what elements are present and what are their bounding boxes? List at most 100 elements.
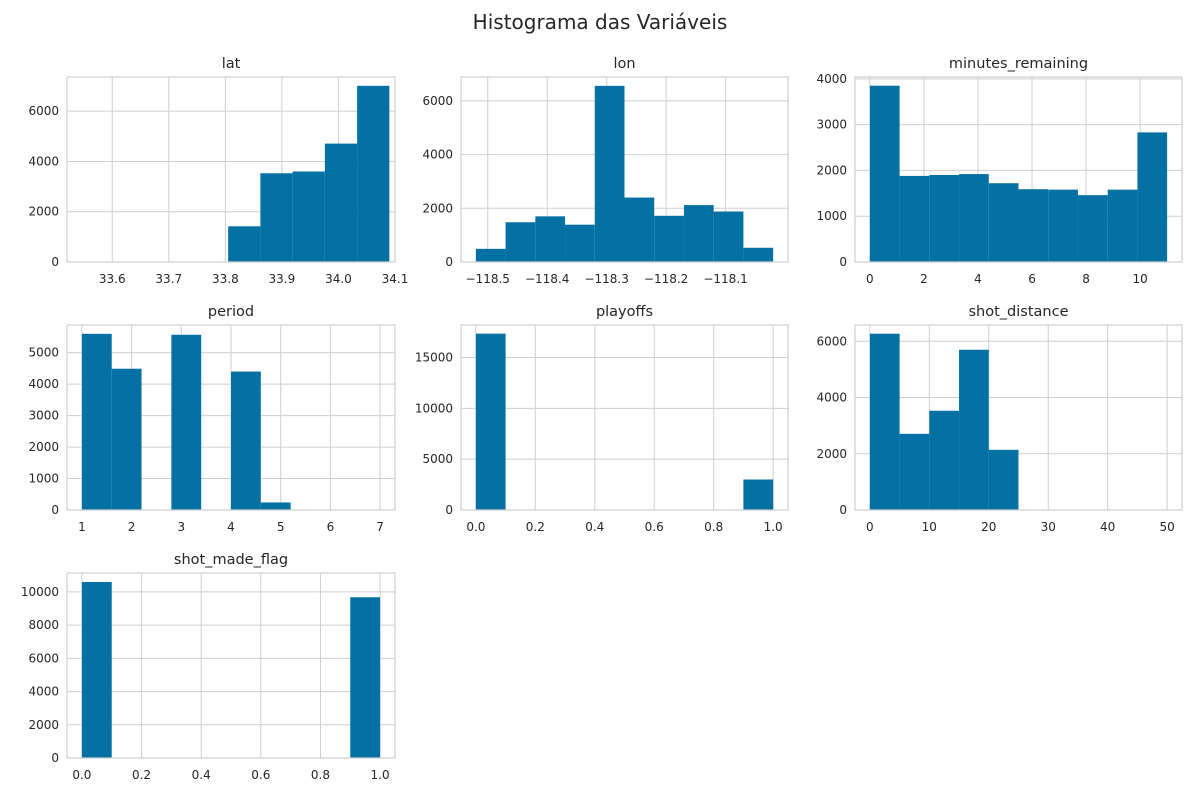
histogram-bar (292, 171, 325, 262)
x-tick-label: 5 (277, 520, 285, 534)
x-tick-label: 50 (1159, 520, 1174, 534)
histogram-bar (743, 479, 774, 510)
y-tick-label: 6000 (28, 651, 59, 665)
histogram-panel-lat: lat 33.6 33.7 33.8 33.9 34.0 34.1 0 2000 4000 6000 (28, 56, 408, 286)
x-tick-label: 0.6 (645, 520, 664, 534)
x-tick-label: 7 (376, 520, 384, 534)
histogram-bar (654, 215, 684, 262)
y-tick-label: 10000 (415, 401, 453, 415)
histogram-bar (260, 502, 291, 510)
histogram-bar (535, 216, 566, 262)
x-tick-label: 2 (920, 272, 928, 286)
x-tick-label: 0.6 (251, 768, 270, 782)
x-tick-label: 10 (922, 520, 937, 534)
histogram-panel-period: period 1 2 3 4 5 6 7 0 1000 2000 3000 4000 5000 (28, 304, 396, 534)
x-tick-label: 4 (227, 520, 235, 534)
histogram-panel-lon: lon −118.5 −118.4 −118.3 −118.2 −118.1 0 2000 40… (422, 56, 789, 286)
histogram-bar (1048, 189, 1078, 262)
y-tick-label: 0 (51, 503, 59, 517)
x-tick-label: 33.8 (212, 272, 239, 286)
y-tick-label: 0 (445, 255, 453, 269)
y-tick-label: 1000 (28, 472, 59, 486)
histogram-bar (475, 333, 506, 510)
axes-frame (66, 76, 396, 263)
axes-frame (854, 76, 1183, 263)
y-tick-label: 5000 (28, 346, 59, 360)
x-tick-label: 6 (1028, 272, 1036, 286)
histogram-bar (899, 175, 930, 262)
histogram-bar (929, 174, 960, 262)
histogram-bar (959, 174, 989, 262)
x-tick-label: 0 (866, 272, 874, 286)
histogram-bar (869, 333, 900, 510)
x-tick-label: 0.2 (132, 768, 151, 782)
y-tick-label: 0 (839, 503, 847, 517)
panel-title: shot_distance (969, 304, 1069, 320)
y-tick-label: 0 (51, 255, 59, 269)
x-tick-label: 40 (1100, 520, 1115, 534)
x-tick-label: 0.0 (72, 768, 91, 782)
x-tick-label: 20 (981, 520, 996, 534)
y-tick-label: 1000 (816, 209, 847, 223)
y-tick-label: 2000 (816, 447, 847, 461)
x-tick-label: 33.7 (155, 272, 182, 286)
histogram-bar (929, 410, 960, 510)
x-tick-label: 34.1 (382, 272, 409, 286)
y-tick-label: 0 (51, 751, 59, 765)
x-tick-label: 6 (327, 520, 335, 534)
y-tick-label: 2000 (816, 163, 847, 177)
x-tick-label: 4 (974, 272, 982, 286)
x-tick-label: −118.1 (703, 272, 747, 286)
histogram-bar (988, 449, 1019, 510)
histogram-panel-shot-distance: shot_distance 0 10 20 30 40 50 0 2000 4000 6000 (816, 304, 1183, 534)
histogram-bar (683, 205, 714, 262)
x-tick-label: 33.9 (269, 272, 296, 286)
x-tick-label: −118.4 (525, 272, 569, 286)
x-tick-label: −118.3 (584, 272, 628, 286)
histogram-bar (713, 211, 744, 262)
x-tick-label: 30 (1041, 520, 1056, 534)
y-tick-label: 5000 (422, 452, 453, 466)
y-tick-label: 2000 (28, 718, 59, 732)
y-tick-label: 4000 (28, 154, 59, 168)
y-tick-label: 2000 (422, 201, 453, 215)
x-tick-label: −118.2 (644, 272, 688, 286)
y-tick-label: 2000 (28, 205, 59, 219)
x-tick-label: 0.0 (466, 520, 485, 534)
y-tick-label: 4000 (28, 377, 59, 391)
x-tick-label: 3 (177, 520, 185, 534)
panel-title: period (208, 304, 254, 320)
x-tick-label: 33.6 (99, 272, 126, 286)
histogram-bar (260, 173, 293, 262)
x-tick-label: 10 (1132, 272, 1147, 286)
x-tick-label: 34.0 (325, 272, 352, 286)
histogram-bar (1077, 195, 1108, 262)
y-tick-label: 0 (839, 255, 847, 269)
x-tick-label: 1.0 (764, 520, 783, 534)
y-tick-label: 15000 (415, 351, 453, 365)
histogram-bar (1107, 189, 1138, 262)
histogram-bar (899, 433, 930, 510)
x-tick-label: 0.2 (526, 520, 545, 534)
y-tick-label: 0 (445, 503, 453, 517)
panel-title: lon (613, 56, 635, 72)
y-tick-label: 3000 (816, 118, 847, 132)
histogram-bar (743, 247, 774, 262)
x-tick-label: 1.0 (371, 768, 390, 782)
histogram-bar (324, 143, 358, 262)
x-tick-label: 8 (1082, 272, 1090, 286)
histogram-bar (81, 333, 112, 510)
panel-title: lat (222, 56, 241, 72)
histogram-bar (624, 197, 655, 262)
axes-frame (460, 76, 789, 263)
y-tick-label: 6000 (28, 104, 59, 118)
histogram-panel-shot-made-flag: shot_made_flag 0.0 0.2 0.4 0.6 0.8 1.0 0 2000 400… (21, 552, 396, 782)
x-tick-label: 0 (866, 520, 874, 534)
x-tick-label: 0.8 (704, 520, 723, 534)
histogram-bar (81, 581, 112, 758)
x-tick-label: 2 (128, 520, 136, 534)
panel-title: minutes_remaining (949, 56, 1088, 72)
histogram-panel-minutes-remaining: minutes_remaining 0 2 4 6 8 10 0 1000 2000 3000 400… (816, 56, 1183, 286)
y-tick-label: 4000 (422, 148, 453, 162)
y-tick-label: 3000 (28, 409, 59, 423)
